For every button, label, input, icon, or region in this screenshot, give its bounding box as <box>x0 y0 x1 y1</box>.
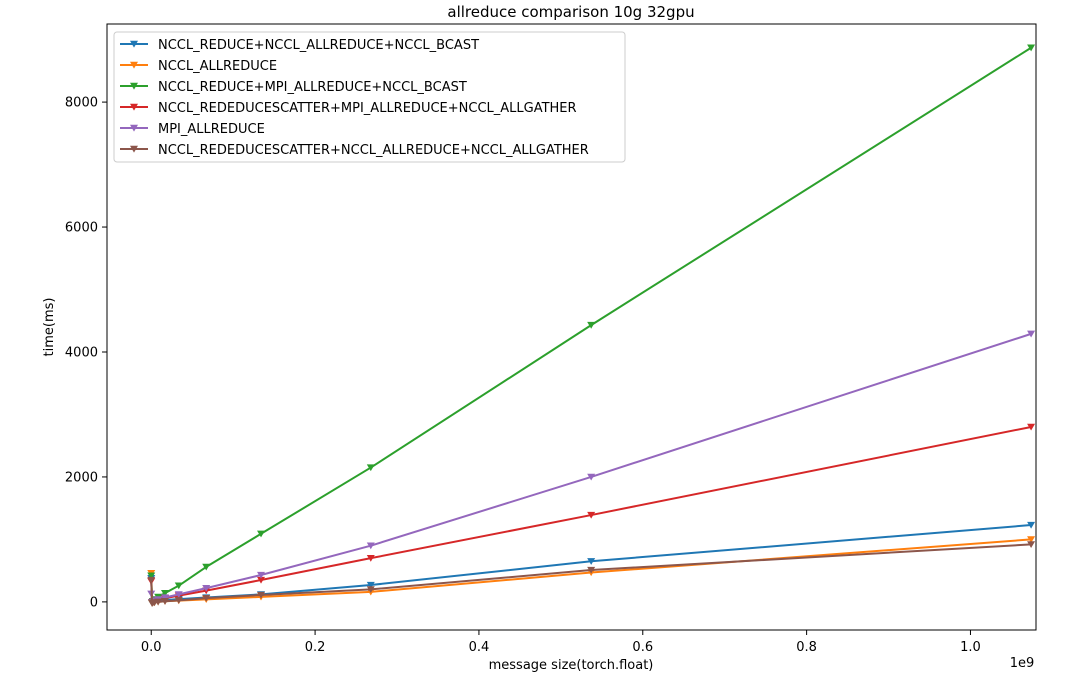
data-point <box>174 591 183 598</box>
legend-item: NCCL_REDUCE+NCCL_ALLREDUCE+NCCL_BCAST <box>120 38 479 53</box>
legend-marker <box>130 61 138 69</box>
data-point <box>154 598 163 606</box>
x-tick-label: 0.0 <box>141 640 162 655</box>
data-point <box>366 581 375 589</box>
data-point <box>587 558 596 565</box>
legend-label: NCCL_REDUCE+MPI_ALLREDUCE+NCCL_BCAST <box>158 80 467 95</box>
chart-title: allreduce comparison 10g 32gpu <box>447 3 694 21</box>
legend-label: NCCL_REDEDUCESCATTER+NCCL_ALLREDUCE+NCCL… <box>158 143 589 158</box>
x-axis: 0.0 0.2 0.4 0.6 0.8 1.0 <box>141 630 981 655</box>
data-point <box>587 511 596 519</box>
data-point <box>1027 330 1036 338</box>
data-point <box>587 473 596 481</box>
y-tick-label: 2000 <box>65 470 98 485</box>
y-tick-label: 4000 <box>65 345 98 360</box>
x-axis-offset-label: 1e9 <box>1010 656 1035 671</box>
series-6 <box>147 541 1036 607</box>
legend-item: NCCL_REDEDUCESCATTER+NCCL_ALLREDUCE+NCCL… <box>120 143 589 158</box>
data-point <box>1027 44 1036 52</box>
data-point <box>161 589 170 597</box>
legend-marker <box>130 40 138 48</box>
legend-label: NCCL_ALLREDUCE <box>158 59 277 74</box>
data-point <box>1027 521 1036 529</box>
data-point <box>174 597 183 604</box>
legend-label: MPI_ALLREDUCE <box>158 122 265 137</box>
data-point <box>366 554 375 562</box>
y-tick-label: 8000 <box>65 96 98 111</box>
x-tick-label: 1.0 <box>960 640 981 655</box>
data-point <box>202 594 211 602</box>
data-point <box>257 576 266 584</box>
data-point <box>366 586 375 593</box>
data-point <box>1027 423 1036 431</box>
legend-marker <box>130 103 138 111</box>
data-point <box>161 594 170 602</box>
legend-item: NCCL_REDUCE+MPI_ALLREDUCE+NCCL_BCAST <box>120 80 467 95</box>
legend-item: NCCL_REDEDUCESCATTER+MPI_ALLREDUCE+NCCL_… <box>120 101 577 116</box>
data-point <box>257 571 266 579</box>
y-tick-label: 6000 <box>65 221 98 236</box>
legend-box <box>113 31 626 163</box>
x-tick-label: 0.8 <box>796 640 817 655</box>
data-point <box>174 582 183 590</box>
x-axis-label: message size(torch.float) <box>489 658 654 673</box>
y-axis-label: time(ms) <box>42 298 57 357</box>
legend-marker <box>130 145 138 153</box>
x-tick-label: 0.2 <box>305 640 326 655</box>
data-point <box>366 542 375 550</box>
data-point <box>587 566 596 574</box>
legend: NCCL_REDUCE+NCCL_ALLREDUCE+NCCL_BCAST NCC… <box>113 31 626 163</box>
data-point <box>202 563 211 571</box>
legend-label: NCCL_REDUCE+NCCL_ALLREDUCE+NCCL_BCAST <box>158 38 479 53</box>
data-point <box>147 576 156 584</box>
data-point <box>161 598 170 605</box>
data-point <box>1027 536 1036 544</box>
legend-item: NCCL_ALLREDUCE <box>120 59 277 74</box>
series-group <box>147 44 1036 607</box>
y-axis: 0 2000 4000 6000 8000 <box>65 96 107 610</box>
legend-item: MPI_ALLREDUCE <box>120 122 265 137</box>
data-point <box>147 572 156 580</box>
data-point <box>366 464 375 472</box>
x-tick-label: 0.4 <box>469 640 490 655</box>
data-point <box>587 321 596 329</box>
data-point <box>1027 541 1036 549</box>
legend-marker <box>130 124 138 132</box>
legend-marker <box>130 82 138 90</box>
x-tick-label: 0.6 <box>632 640 653 655</box>
legend-label: NCCL_REDEDUCESCATTER+MPI_ALLREDUCE+NCCL_… <box>158 101 577 116</box>
data-point <box>202 584 211 592</box>
y-tick-label: 0 <box>90 595 98 610</box>
data-point <box>257 591 266 599</box>
data-point <box>257 530 266 538</box>
